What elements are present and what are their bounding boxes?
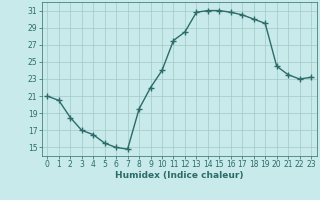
X-axis label: Humidex (Indice chaleur): Humidex (Indice chaleur): [115, 171, 244, 180]
